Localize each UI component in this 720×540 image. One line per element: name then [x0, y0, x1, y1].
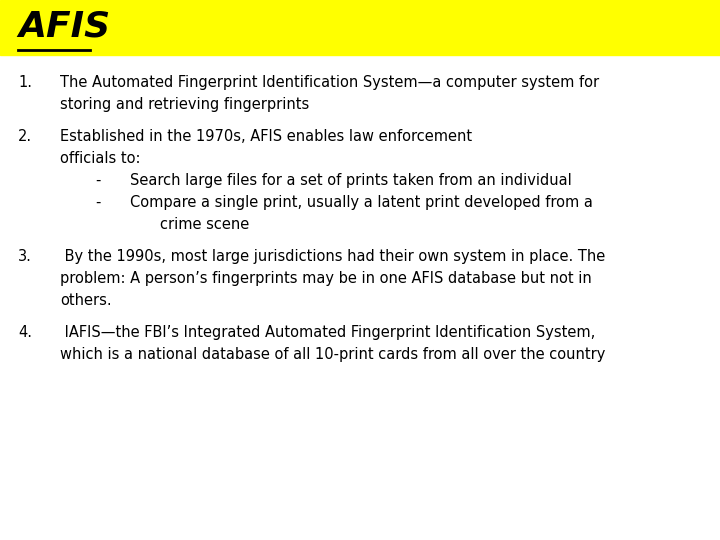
Text: AFIS: AFIS [18, 9, 110, 43]
Text: storing and retrieving fingerprints: storing and retrieving fingerprints [60, 97, 310, 112]
Text: IAFIS—the FBI’s Integrated Automated Fingerprint Identification System,: IAFIS—the FBI’s Integrated Automated Fin… [60, 325, 595, 340]
Text: officials to:: officials to: [60, 151, 140, 166]
Text: crime scene: crime scene [160, 217, 249, 232]
Text: Compare a single print, usually a latent print developed from a: Compare a single print, usually a latent… [130, 195, 593, 210]
Text: 2.: 2. [18, 129, 32, 144]
Text: The Automated Fingerprint Identification System—a computer system for: The Automated Fingerprint Identification… [60, 75, 599, 90]
Text: problem: A person’s fingerprints may be in one AFIS database but not in: problem: A person’s fingerprints may be … [60, 271, 592, 286]
Bar [0, 0, 720, 55]
Text: -: - [95, 195, 100, 210]
Text: -: - [95, 173, 100, 188]
Text: Search large files for a set of prints taken from an individual: Search large files for a set of prints t… [130, 173, 572, 188]
Text: 3.: 3. [18, 249, 32, 264]
Text: Established in the 1970s, AFIS enables law enforcement: Established in the 1970s, AFIS enables l… [60, 129, 472, 144]
Text: which is a national database of all 10-print cards from all over the country: which is a national database of all 10-p… [60, 347, 606, 362]
Text: others.: others. [60, 293, 112, 308]
Text: 1.: 1. [18, 75, 32, 90]
Text: 4.: 4. [18, 325, 32, 340]
Text: By the 1990s, most large jurisdictions had their own system in place. The: By the 1990s, most large jurisdictions h… [60, 249, 606, 264]
